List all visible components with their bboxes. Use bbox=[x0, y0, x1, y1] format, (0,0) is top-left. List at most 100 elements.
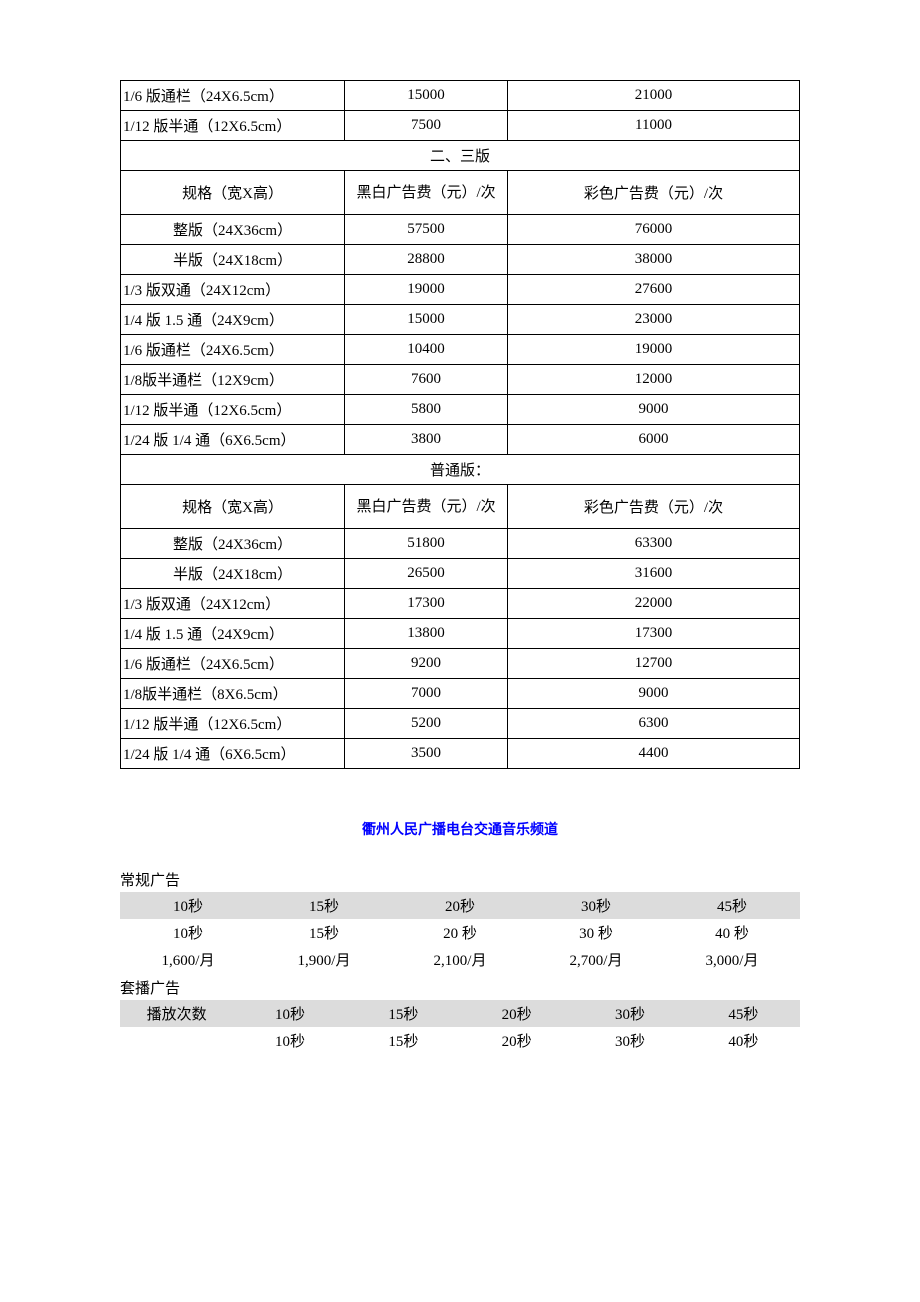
cell: 5800 bbox=[345, 395, 508, 425]
cell: 1/12 版半通（12X6.5cm） bbox=[121, 111, 345, 141]
cell: 半版（24X18cm） bbox=[121, 559, 345, 589]
duration-header: 10秒 bbox=[233, 1000, 346, 1027]
radio-channel-title: 衢州人民广播电台交通音乐频道 bbox=[120, 819, 800, 839]
cell: 1/12 版半通（12X6.5cm） bbox=[121, 709, 345, 739]
table-row: 1/6 版通栏（24X6.5cm）920012700 bbox=[121, 649, 800, 679]
cell: 1/8版半通栏（12X9cm） bbox=[121, 365, 345, 395]
cell: 整版（24X36cm） bbox=[121, 215, 345, 245]
table-row: 1/3 版双通（24X12cm）1900027600 bbox=[121, 275, 800, 305]
cell: 9000 bbox=[508, 395, 800, 425]
table-row: 1/6 版通栏（24X6.5cm）1500021000 bbox=[121, 81, 800, 111]
cell: 6000 bbox=[508, 425, 800, 455]
cell: 3800 bbox=[345, 425, 508, 455]
cell: 17300 bbox=[345, 589, 508, 619]
regular-ad-table: 10秒15秒20秒30秒45秒 10秒15秒20 秒30 秒40 秒 1,600… bbox=[120, 892, 800, 973]
cell: 76000 bbox=[508, 215, 800, 245]
duration-header: 45秒 bbox=[687, 1000, 800, 1027]
section-header-row: 普通版： bbox=[121, 455, 800, 485]
cell: 1/4 版 1.5 通（24X9cm） bbox=[121, 619, 345, 649]
cell: 1/6 版通栏（24X6.5cm） bbox=[121, 81, 345, 111]
cell: 7600 bbox=[345, 365, 508, 395]
cell: 31600 bbox=[508, 559, 800, 589]
price-cell: 3,000/月 bbox=[664, 946, 800, 973]
pricing-table: 1/6 版通栏（24X6.5cm）15000210001/12 版半通（12X6… bbox=[120, 80, 800, 769]
duration-cell: 30 秒 bbox=[528, 919, 664, 946]
cell: 6300 bbox=[508, 709, 800, 739]
cell: 5200 bbox=[345, 709, 508, 739]
cell: 17300 bbox=[508, 619, 800, 649]
duration-cell: 10秒 bbox=[120, 919, 256, 946]
cell: 1/4 版 1.5 通（24X9cm） bbox=[121, 305, 345, 335]
price-cell: 1,600/月 bbox=[120, 946, 256, 973]
duration-cell: 15秒 bbox=[256, 919, 392, 946]
cell: 12000 bbox=[508, 365, 800, 395]
duration-cell: 10秒 bbox=[233, 1027, 346, 1054]
cell: 1/24 版 1/4 通（6X6.5cm） bbox=[121, 739, 345, 769]
cell: 1/3 版双通（24X12cm） bbox=[121, 589, 345, 619]
table-row: 1/4 版 1.5 通（24X9cm）1380017300 bbox=[121, 619, 800, 649]
combo-ad-label: 套播广告 bbox=[120, 977, 800, 998]
cell: 11000 bbox=[508, 111, 800, 141]
cell: 7000 bbox=[345, 679, 508, 709]
cell: 4400 bbox=[508, 739, 800, 769]
cell: 黑白广告费（元）/次 bbox=[345, 171, 508, 215]
cell: 10400 bbox=[345, 335, 508, 365]
cell: 15000 bbox=[345, 81, 508, 111]
table-row: 1/8版半通栏（12X9cm）760012000 bbox=[121, 365, 800, 395]
cell: 19000 bbox=[345, 275, 508, 305]
cell: 21000 bbox=[508, 81, 800, 111]
empty-cell bbox=[120, 1027, 233, 1054]
cell: 彩色广告费（元）/次 bbox=[508, 171, 800, 215]
table-row: 1/8版半通栏（8X6.5cm）70009000 bbox=[121, 679, 800, 709]
cell: 28800 bbox=[345, 245, 508, 275]
cell: 半版（24X18cm） bbox=[121, 245, 345, 275]
duration-header: 20秒 bbox=[460, 1000, 573, 1027]
duration-cell: 15秒 bbox=[347, 1027, 460, 1054]
cell: 规格（宽X高） bbox=[121, 485, 345, 529]
column-header-row: 规格（宽X高）黑白广告费（元）/次彩色广告费（元）/次 bbox=[121, 485, 800, 529]
duration-cell: 20秒 bbox=[460, 1027, 573, 1054]
cell: 1/24 版 1/4 通（6X6.5cm） bbox=[121, 425, 345, 455]
cell: 63300 bbox=[508, 529, 800, 559]
cell: 15000 bbox=[345, 305, 508, 335]
duration-header: 30秒 bbox=[573, 1000, 686, 1027]
cell: 黑白广告费（元）/次 bbox=[345, 485, 508, 529]
table-row: 整版（24X36cm）5750076000 bbox=[121, 215, 800, 245]
section-header-cell: 普通版： bbox=[121, 455, 800, 485]
cell: 7500 bbox=[345, 111, 508, 141]
column-header-row: 规格（宽X高）黑白广告费（元）/次彩色广告费（元）/次 bbox=[121, 171, 800, 215]
cell: 彩色广告费（元）/次 bbox=[508, 485, 800, 529]
duration-cell: 20 秒 bbox=[392, 919, 528, 946]
cell: 规格（宽X高） bbox=[121, 171, 345, 215]
cell: 57500 bbox=[345, 215, 508, 245]
cell: 23000 bbox=[508, 305, 800, 335]
combo-ad-table: 播放次数10秒15秒20秒30秒45秒 10秒15秒20秒30秒40秒 bbox=[120, 1000, 800, 1054]
cell: 13800 bbox=[345, 619, 508, 649]
cell: 1/12 版半通（12X6.5cm） bbox=[121, 395, 345, 425]
section-header-cell: 二、三版 bbox=[121, 141, 800, 171]
cell: 1/6 版通栏（24X6.5cm） bbox=[121, 335, 345, 365]
table-row: 1/12 版半通（12X6.5cm）52006300 bbox=[121, 709, 800, 739]
table-row: 1/4 版 1.5 通（24X9cm）1500023000 bbox=[121, 305, 800, 335]
cell: 19000 bbox=[508, 335, 800, 365]
cell: 9200 bbox=[345, 649, 508, 679]
price-cell: 2,700/月 bbox=[528, 946, 664, 973]
table-row: 1/24 版 1/4 通（6X6.5cm）38006000 bbox=[121, 425, 800, 455]
cell: 1/3 版双通（24X12cm） bbox=[121, 275, 345, 305]
duration-cell: 40 秒 bbox=[664, 919, 800, 946]
table-row: 1/24 版 1/4 通（6X6.5cm）35004400 bbox=[121, 739, 800, 769]
price-cell: 2,100/月 bbox=[392, 946, 528, 973]
table-row: 半版（24X18cm）2880038000 bbox=[121, 245, 800, 275]
table-row: 1/3 版双通（24X12cm）1730022000 bbox=[121, 589, 800, 619]
table-row: 1/12 版半通（12X6.5cm）750011000 bbox=[121, 111, 800, 141]
duration-header: 45秒 bbox=[664, 892, 800, 919]
cell: 26500 bbox=[345, 559, 508, 589]
table-row: 1/12 版半通（12X6.5cm）58009000 bbox=[121, 395, 800, 425]
table-row: 半版（24X18cm）2650031600 bbox=[121, 559, 800, 589]
regular-ad-label: 常规广告 bbox=[120, 869, 800, 890]
duration-cell: 40秒 bbox=[687, 1027, 800, 1054]
cell: 3500 bbox=[345, 739, 508, 769]
cell: 22000 bbox=[508, 589, 800, 619]
cell: 整版（24X36cm） bbox=[121, 529, 345, 559]
duration-header: 15秒 bbox=[256, 892, 392, 919]
